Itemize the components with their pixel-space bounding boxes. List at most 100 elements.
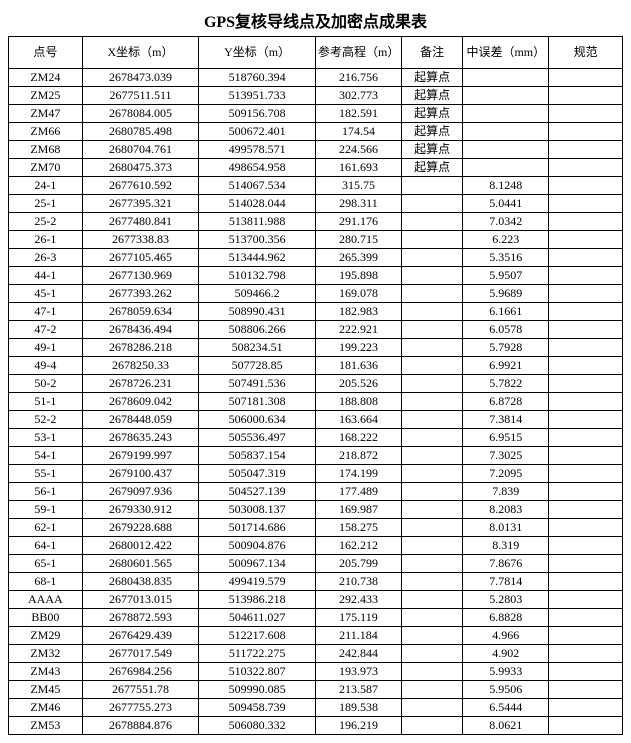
table-row: 54-12679199.997505837.154218.8727.3025 (9, 447, 623, 465)
table-cell (401, 717, 462, 735)
table-cell (463, 69, 549, 87)
table-cell: 44-1 (9, 267, 83, 285)
table-cell: 2678726.231 (82, 375, 199, 393)
table-cell: 507728.85 (199, 357, 316, 375)
table-cell: ZM45 (9, 681, 83, 699)
table-cell (549, 87, 623, 105)
table-cell (401, 339, 462, 357)
table-cell (401, 249, 462, 267)
table-row: 26-32677105.465513444.962265.3995.3516 (9, 249, 623, 267)
table-cell: ZM29 (9, 627, 83, 645)
table-cell (549, 573, 623, 591)
table-cell: 182.591 (315, 105, 401, 123)
table-row: ZM472678084.005509156.708182.591起算点 (9, 105, 623, 123)
table-cell: 507181.308 (199, 393, 316, 411)
table-cell: 2680601.565 (82, 555, 199, 573)
table-cell: 509458.739 (199, 699, 316, 717)
table-cell: 52-2 (9, 411, 83, 429)
table-row: 47-22678436.494508806.266222.9216.0578 (9, 321, 623, 339)
table-cell: 5.2803 (463, 591, 549, 609)
table-cell: 513444.962 (199, 249, 316, 267)
table-row: 45-12677393.262509466.2169.0785.9689 (9, 285, 623, 303)
table-cell: 起算点 (401, 159, 462, 177)
table-row: 26-12677338.83513700.356280.7156.223 (9, 231, 623, 249)
table-cell (401, 447, 462, 465)
table-cell (401, 195, 462, 213)
table-row: ZM682680704.761499578.571224.566起算点 (9, 141, 623, 159)
table-cell (401, 483, 462, 501)
table-cell: 2680704.761 (82, 141, 199, 159)
table-row: 49-42678250.33507728.85181.6366.9921 (9, 357, 623, 375)
table-row: 51-12678609.042507181.308188.8086.8728 (9, 393, 623, 411)
table-cell (401, 375, 462, 393)
table-cell: 8.2083 (463, 501, 549, 519)
table-row: 47-12678059.634508990.431182.9836.1661 (9, 303, 623, 321)
table-cell (401, 177, 462, 195)
table-cell: 54-1 (9, 447, 83, 465)
table-cell: 45-1 (9, 285, 83, 303)
table-cell: 2676429.439 (82, 627, 199, 645)
table-cell: 2678059.634 (82, 303, 199, 321)
table-cell (401, 213, 462, 231)
table-cell (549, 213, 623, 231)
table-cell: 2677130.969 (82, 267, 199, 285)
table-cell: 506080.332 (199, 717, 316, 735)
table-row: 65-12680601.565500967.134205.7997.8676 (9, 555, 623, 573)
table-cell: 26-1 (9, 231, 83, 249)
table-cell (463, 123, 549, 141)
table-cell: 510322.807 (199, 663, 316, 681)
table-cell (463, 141, 549, 159)
table-cell: 49-4 (9, 357, 83, 375)
table-cell: 298.311 (315, 195, 401, 213)
table-cell: 163.664 (315, 411, 401, 429)
table-row: 56-12679097.936504527.139177.4897.839 (9, 483, 623, 501)
table-cell: 2677017.549 (82, 645, 199, 663)
table-cell (401, 411, 462, 429)
table-cell: 25-1 (9, 195, 83, 213)
table-cell (401, 231, 462, 249)
table-cell: ZM46 (9, 699, 83, 717)
table-cell: 起算点 (401, 87, 462, 105)
table-cell: 6.9921 (463, 357, 549, 375)
table-cell: 2680475.373 (82, 159, 199, 177)
table-cell: 193.973 (315, 663, 401, 681)
table-cell (549, 411, 623, 429)
table-cell: 6.8728 (463, 393, 549, 411)
table-cell: 2677105.465 (82, 249, 199, 267)
table-cell (549, 393, 623, 411)
table-row: ZM242678473.039518760.394216.756起算点 (9, 69, 623, 87)
table-cell: 6.5444 (463, 699, 549, 717)
table-cell: 6.1661 (463, 303, 549, 321)
column-header: 中误差（mm） (463, 37, 549, 69)
table-cell: 5.9507 (463, 267, 549, 285)
table-cell: 2678872.593 (82, 609, 199, 627)
table-cell (549, 249, 623, 267)
table-cell: 205.526 (315, 375, 401, 393)
table-cell: 218.872 (315, 447, 401, 465)
table-cell: 6.0578 (463, 321, 549, 339)
table-cell: 188.808 (315, 393, 401, 411)
table-cell: 500904.876 (199, 537, 316, 555)
table-cell: 504611.027 (199, 609, 316, 627)
table-cell (549, 375, 623, 393)
table-row: 55-12679100.437505047.319174.1997.2095 (9, 465, 623, 483)
table-cell: 195.898 (315, 267, 401, 285)
table-cell: 505536.497 (199, 429, 316, 447)
table-cell: ZM47 (9, 105, 83, 123)
table-cell: ZM66 (9, 123, 83, 141)
table-cell: 161.693 (315, 159, 401, 177)
table-cell (401, 681, 462, 699)
table-cell (463, 87, 549, 105)
table-cell: 174.54 (315, 123, 401, 141)
column-header: 规范 (549, 37, 623, 69)
table-cell: 169.987 (315, 501, 401, 519)
table-cell: 2680438.835 (82, 573, 199, 591)
table-cell: 5.7822 (463, 375, 549, 393)
table-cell: 512217.608 (199, 627, 316, 645)
table-cell: 8.0621 (463, 717, 549, 735)
table-cell: 2677013.015 (82, 591, 199, 609)
table-cell: 62-1 (9, 519, 83, 537)
table-cell: 513811.988 (199, 213, 316, 231)
table-cell: 506000.634 (199, 411, 316, 429)
table-cell: 4.966 (463, 627, 549, 645)
